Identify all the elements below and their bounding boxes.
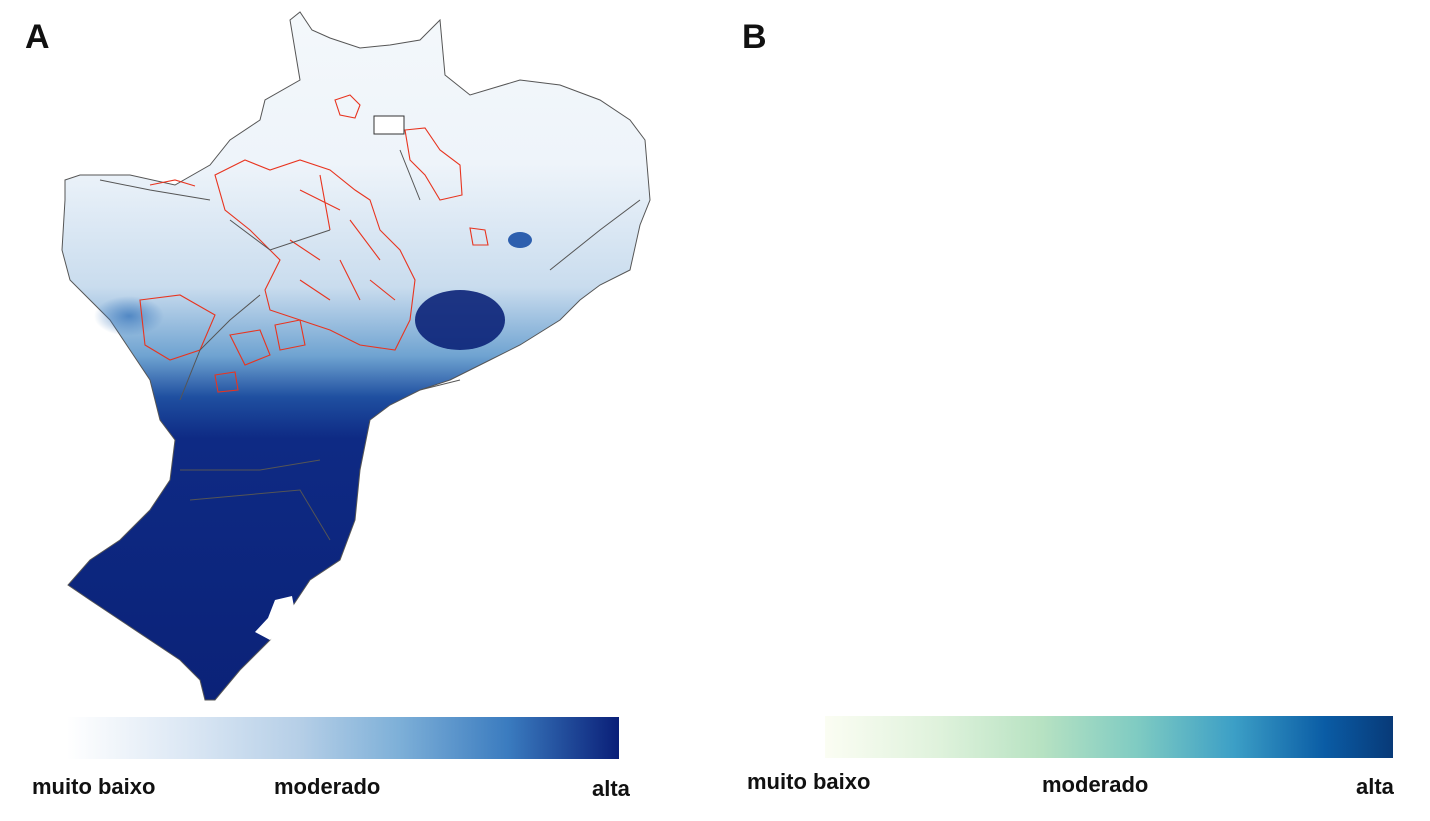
outlined-cell xyxy=(373,115,405,135)
high-suitability-zone xyxy=(80,280,220,360)
color-scale-bar xyxy=(825,716,1393,758)
panel-letter: B xyxy=(742,18,767,56)
high-suitability-zone xyxy=(415,290,505,350)
legend-high-label: alta xyxy=(592,776,630,801)
map-b xyxy=(730,0,1430,720)
map-panel-a: A muito baixo moderado alta xyxy=(0,0,700,821)
state-borders xyxy=(99,149,641,541)
panel-letter: A xyxy=(25,18,50,56)
municipality-outlines xyxy=(139,94,489,393)
legend-low-label: muito baixo xyxy=(32,774,156,799)
legend-high-label: alta xyxy=(1356,774,1394,799)
map-panel-b: B muito baixo moderado alta xyxy=(730,0,1430,821)
legend-mid-label: moderado xyxy=(1042,772,1149,797)
white-gap xyxy=(255,596,295,640)
map-a xyxy=(61,11,651,701)
legend-mid-label: moderado xyxy=(274,774,381,799)
high-suitability-zone xyxy=(508,232,532,248)
legend-low-label: muito baixo xyxy=(747,769,871,794)
color-scale-bar xyxy=(67,717,619,759)
